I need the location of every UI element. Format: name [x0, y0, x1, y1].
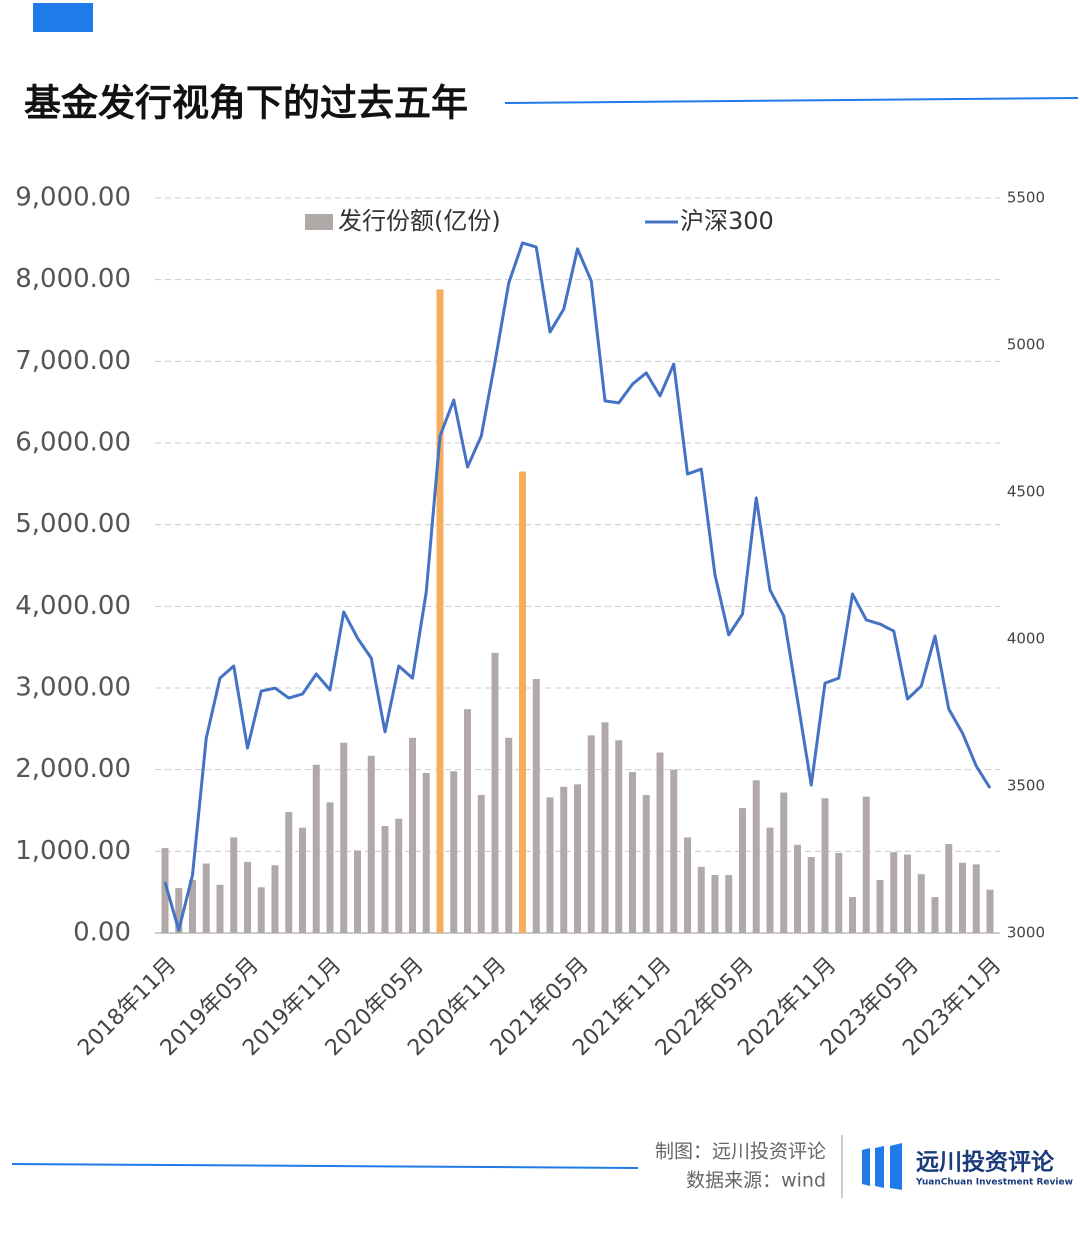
bar: [244, 861, 251, 933]
bar: [257, 887, 265, 933]
bar: [807, 857, 815, 933]
chart: 0.00 1,000.00 2,000.00 3,000.00 4,000.00 5,00…: [15, 183, 1045, 1061]
y-tick-label: 2,000.00: [15, 754, 131, 784]
bar: [670, 769, 678, 933]
brand-en: YuanChuan Investment Review: [915, 1178, 1073, 1188]
bar: [752, 780, 760, 933]
bar: [780, 792, 788, 933]
bar: [986, 889, 994, 933]
bar: [299, 827, 306, 933]
bar: [890, 852, 898, 933]
legend-swatch: [305, 214, 333, 230]
brand: 远川投资评论: [916, 1149, 1055, 1176]
bar: [766, 827, 774, 933]
bar: [340, 742, 348, 933]
bar: [312, 764, 320, 933]
bar: [615, 740, 623, 933]
bar: [505, 737, 513, 933]
bar: [642, 794, 650, 933]
bar: [285, 812, 293, 933]
bar: [739, 808, 746, 933]
source: 数据来源：wind: [686, 1170, 826, 1192]
legend-label: 发行份额(亿份): [338, 207, 501, 235]
line: [163, 241, 992, 932]
bar: [477, 794, 485, 933]
bar: [835, 852, 843, 933]
header-badge: [33, 3, 93, 32]
bar: [656, 752, 664, 933]
y-tick-label: 0.00: [73, 918, 131, 948]
bar: [450, 771, 458, 933]
bar: [629, 772, 636, 933]
bar: [202, 863, 210, 933]
bar: [711, 875, 719, 933]
bar: [216, 884, 224, 933]
bar: [532, 679, 540, 933]
bar: [271, 865, 279, 933]
y-tick-label: 9,000.00: [15, 183, 131, 213]
bar: [436, 289, 444, 933]
credit: 制图：远川投资评论: [655, 1141, 826, 1163]
bar: [546, 797, 554, 933]
y2-tick-label: 4000: [1007, 630, 1045, 648]
y-tick-label: 4,000.00: [15, 591, 131, 621]
bar: [697, 866, 705, 933]
y2-tick-label: 3500: [1007, 777, 1045, 795]
bar: [560, 786, 568, 933]
legend-label: 沪深300: [680, 207, 774, 235]
bar: [161, 848, 169, 933]
y-tick-label: 7,000.00: [15, 346, 131, 376]
logo-mark: [862, 1143, 902, 1190]
bar: [326, 802, 334, 933]
bar: [354, 850, 361, 933]
bar: [684, 837, 691, 933]
bar: [821, 798, 829, 933]
y-tick-label: 5,000.00: [15, 509, 131, 539]
bar: [959, 862, 966, 933]
bar: [395, 818, 403, 933]
bar: [422, 772, 430, 933]
bar: [862, 796, 870, 933]
title-rule: [504, 97, 1079, 104]
bar: [725, 875, 733, 933]
bar: [381, 826, 389, 933]
bar: [574, 784, 581, 933]
bar: [917, 874, 925, 933]
y-tick-label: 6,000.00: [15, 428, 131, 458]
bar: [794, 844, 801, 933]
y-tick-label: 8,000.00: [15, 264, 131, 294]
bar: [931, 897, 939, 933]
bar: [876, 879, 884, 933]
y2-tick-label: 4500: [1007, 483, 1045, 501]
bar: [972, 864, 980, 933]
bar: [175, 888, 183, 933]
bar: [464, 709, 471, 933]
bar: [367, 755, 375, 933]
y2-tick-label: 3000: [1007, 924, 1045, 942]
footer-rule: [11, 1163, 639, 1169]
bar: [230, 837, 238, 933]
page-title: 基金发行视角下的过去五年: [24, 82, 468, 125]
bar: [945, 843, 953, 933]
bar: [601, 722, 609, 933]
bar: [409, 737, 416, 933]
bar: [849, 897, 856, 933]
bar: [519, 471, 526, 933]
y-tick-label: 1,000.00: [15, 836, 131, 866]
bar: [904, 854, 911, 933]
bar: [189, 879, 196, 933]
y2-tick-label: 5000: [1007, 336, 1045, 354]
y2-tick-label: 5500: [1007, 189, 1045, 207]
y-tick-label: 3,000.00: [15, 673, 131, 703]
bar: [491, 652, 499, 933]
bar: [587, 735, 595, 933]
